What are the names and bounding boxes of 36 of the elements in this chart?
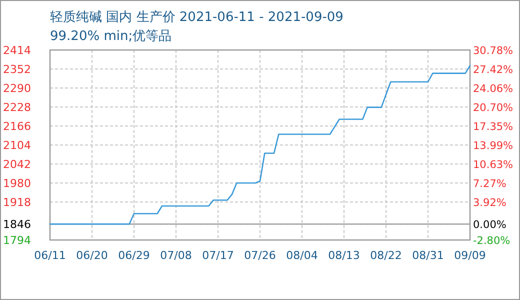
x-tick-label: 06/29: [118, 249, 150, 262]
y-tick-label: 2352: [3, 63, 31, 76]
y-tick-label: 2290: [3, 82, 31, 95]
y-tick-label: 2042: [3, 158, 31, 171]
y2-tick-label: 7.27%: [473, 178, 506, 190]
y-tick-label: 2166: [3, 120, 31, 133]
x-tick-label: 08/04: [286, 249, 318, 262]
y2-tick-label: 30.78%: [473, 45, 514, 57]
y-tick-label: 1918: [3, 196, 31, 209]
x-tick-label: 09/09: [454, 249, 486, 262]
y2-tick-label: 20.70%: [473, 102, 514, 114]
x-tick-label: 06/20: [76, 249, 108, 262]
x-tick-label: 07/26: [244, 249, 276, 262]
y-tick-label: 1980: [3, 177, 31, 190]
y2-tick-label: 27.42%: [473, 64, 514, 76]
y-tick-label: 1846: [3, 218, 31, 232]
line-series: [49, 64, 471, 225]
y2-tick-label: -2.80%: [473, 235, 510, 247]
chart-title: 轻质纯碱 国内 生产价 2021-06-11 - 2021-09-09: [50, 10, 344, 25]
y-tick-label: 2104: [3, 139, 31, 152]
y-tick-label: 2228: [3, 101, 31, 114]
x-tick-label: 08/13: [328, 249, 360, 262]
chart-subtitle: 99.20% min;优等品: [50, 29, 172, 44]
y2-tick-label: 24.06%: [473, 83, 514, 96]
y2-tick-label: 13.99%: [473, 140, 514, 152]
x-tick-label: 07/17: [202, 249, 234, 262]
x-tick-label: 08/22: [370, 249, 402, 262]
y2-tick-label: 17.35%: [473, 120, 514, 133]
y-tick-label: 1794: [3, 234, 31, 247]
y2-tick-label: 10.63%: [473, 159, 514, 172]
y2-tick-label: 0.00%: [473, 219, 506, 232]
y2-tick-label: 3.92%: [473, 196, 506, 209]
x-tick-label: 08/31: [412, 249, 444, 262]
x-tick-label: 06/11: [34, 249, 66, 262]
x-tick-label: 07/08: [160, 249, 192, 262]
y-tick-label: 2414: [3, 44, 31, 57]
